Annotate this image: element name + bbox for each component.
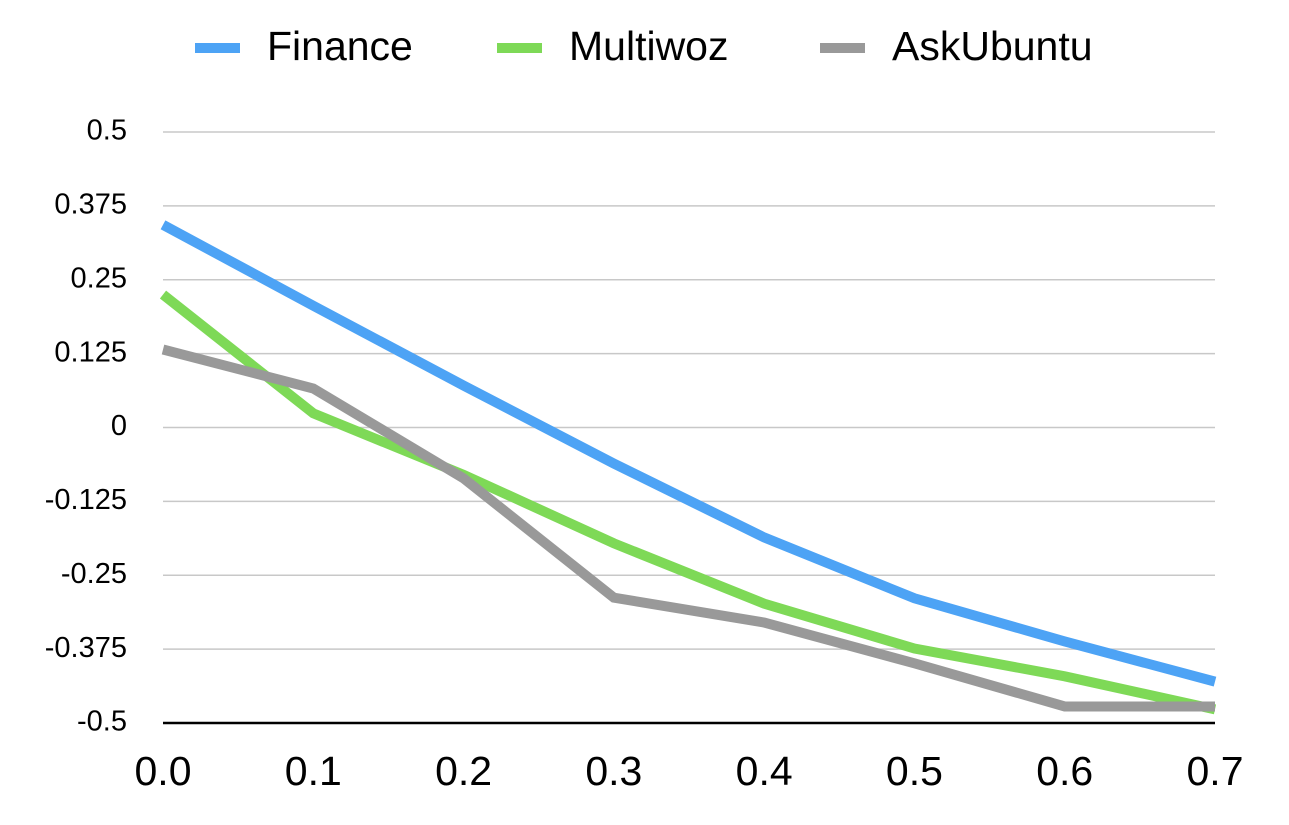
- y-tick-label: 0.5: [87, 115, 127, 147]
- y-tick-label: -0.375: [45, 632, 127, 664]
- y-tick-label: -0.125: [45, 484, 127, 516]
- x-tick-label: 0.7: [1187, 748, 1244, 794]
- x-tick-label: 0.1: [285, 748, 342, 794]
- series-line: [161, 344, 1215, 712]
- series-line: [159, 290, 1217, 715]
- x-tick-label: 0.5: [886, 748, 943, 794]
- x-tick-label: 0.0: [135, 748, 192, 794]
- x-tick-label: 0.4: [736, 748, 793, 794]
- y-tick-label: 0.25: [71, 262, 127, 294]
- x-tick-label: 0.6: [1036, 748, 1093, 794]
- y-tick-label: 0: [111, 410, 127, 442]
- legend-label: Finance: [267, 23, 413, 69]
- y-tick-label: -0.25: [61, 558, 127, 590]
- x-tick-label: 0.3: [585, 748, 642, 794]
- y-tick-label: -0.5: [77, 706, 127, 738]
- x-tick-label: 0.2: [435, 748, 492, 794]
- y-tick-label: 0.125: [54, 336, 127, 368]
- series-line: [160, 220, 1217, 687]
- y-tick-label: 0.375: [54, 189, 127, 221]
- legend-label: AskUbuntu: [892, 23, 1093, 69]
- legend-label: Multiwoz: [569, 23, 728, 69]
